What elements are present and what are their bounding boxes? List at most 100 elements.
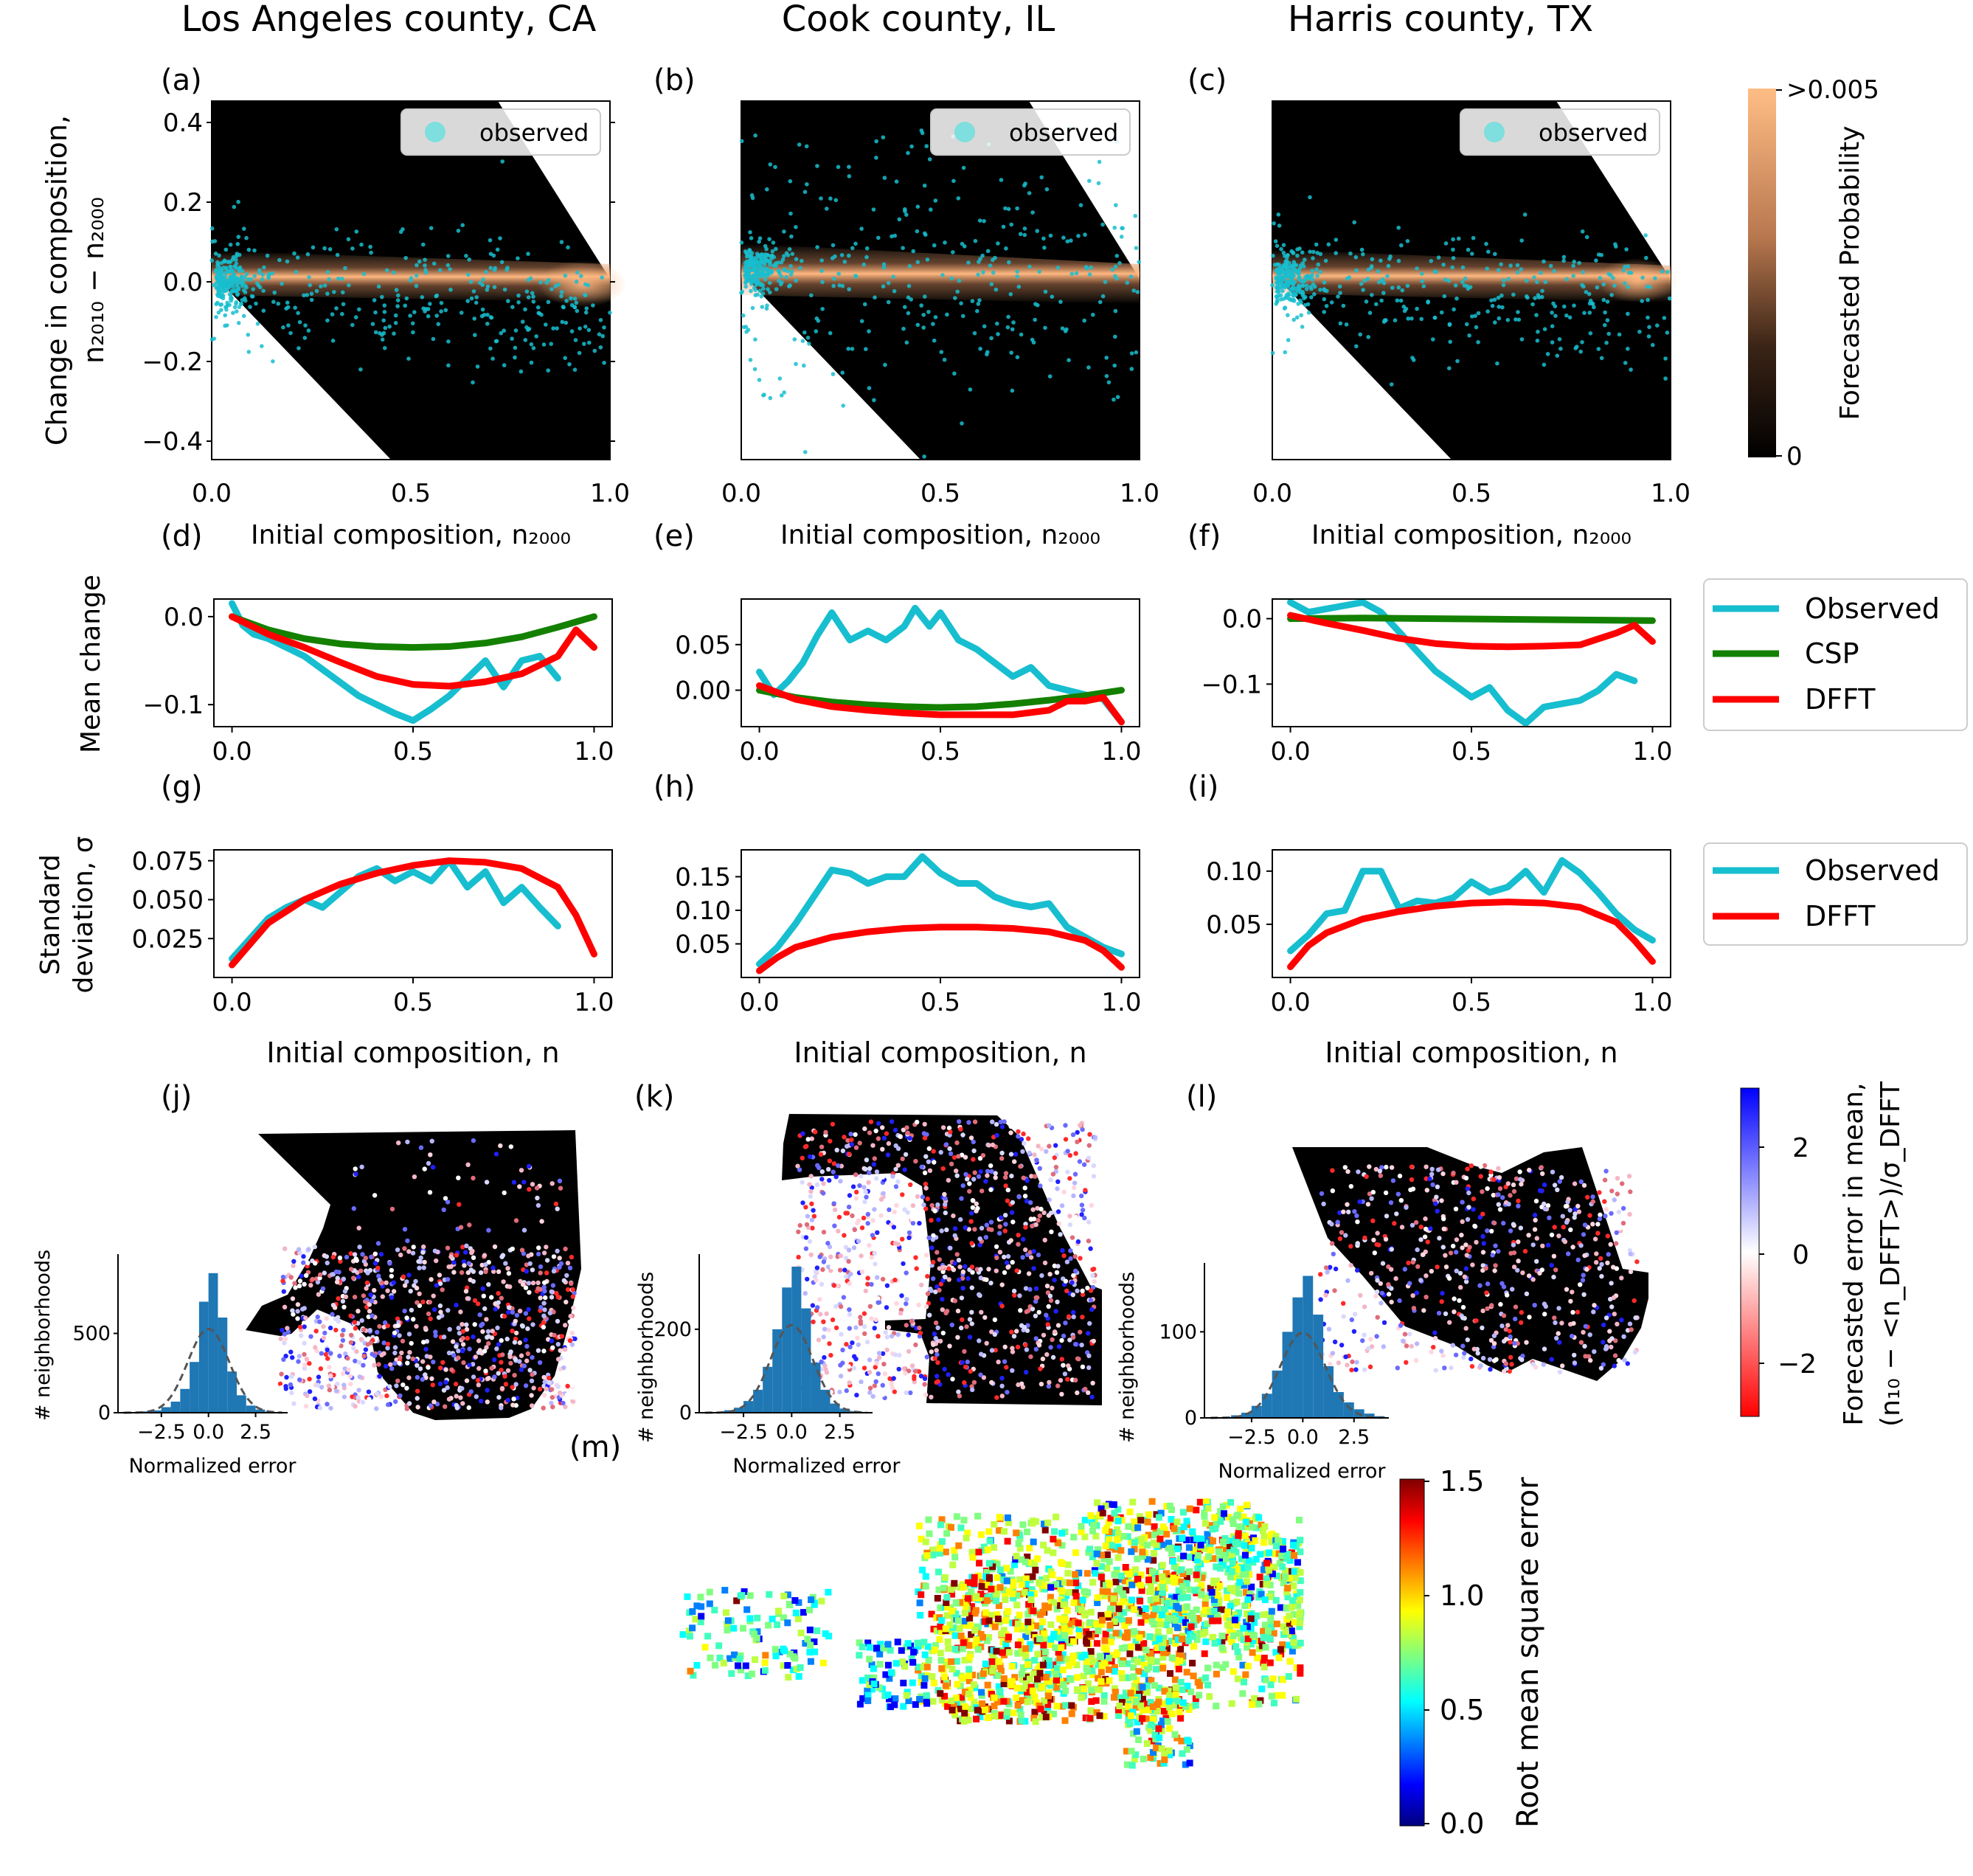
- observed-point: [434, 294, 438, 299]
- observed-point: [270, 271, 275, 276]
- observed-point: [608, 311, 612, 315]
- neighborhood-dot: [1508, 1228, 1513, 1233]
- neighborhood-dot: [518, 1278, 523, 1284]
- neighborhood-dot: [334, 1279, 340, 1285]
- neighborhood-dot: [519, 1353, 524, 1358]
- observed-point: [408, 314, 412, 318]
- observed-point: [782, 229, 786, 234]
- observed-point: [1086, 365, 1091, 370]
- legend-row3-observed: Observed: [1805, 854, 1940, 887]
- neighborhood-dot: [517, 1184, 522, 1189]
- observed-point: [792, 337, 797, 342]
- neighborhood-dot: [940, 1264, 946, 1270]
- observed-point: [1289, 271, 1294, 276]
- observed-point: [1348, 251, 1353, 256]
- observed-point: [1496, 295, 1501, 300]
- neighborhood-dot: [1530, 1277, 1536, 1282]
- neighborhood-dot: [567, 1319, 572, 1325]
- observed-point: [846, 347, 850, 351]
- observed-point: [1567, 315, 1572, 320]
- neighborhood-dot: [1066, 1314, 1072, 1319]
- neighborhood-dot: [1484, 1290, 1489, 1295]
- observed-point: [445, 263, 451, 268]
- neighborhood-dot: [448, 1264, 454, 1270]
- neighborhood-dot: [1400, 1338, 1406, 1344]
- observed-point: [1545, 352, 1550, 356]
- observed-point: [1291, 317, 1296, 322]
- panel-label-j: (j): [161, 1080, 192, 1114]
- neighborhood-dot: [923, 1260, 928, 1265]
- observed-point: [1381, 291, 1386, 295]
- neighborhood-dot: [558, 1186, 564, 1191]
- observed-point: [862, 302, 867, 307]
- neighborhood-dot: [1599, 1273, 1604, 1279]
- neighborhood-dot: [557, 1178, 563, 1184]
- neighborhood-dot: [864, 1194, 869, 1200]
- neighborhood-dot: [892, 1277, 898, 1283]
- observed-point: [1536, 295, 1542, 300]
- observed-point: [583, 325, 588, 329]
- neighborhood-dot: [944, 1309, 950, 1314]
- neighborhood-dot: [1075, 1139, 1080, 1145]
- neighborhood-dot: [328, 1351, 333, 1356]
- neighborhood-dot: [967, 1335, 973, 1340]
- neighborhood-dot: [808, 1188, 814, 1194]
- neighborhood-dot: [875, 1121, 881, 1126]
- observed-point: [572, 297, 578, 301]
- neighborhood-dot: [931, 1259, 936, 1265]
- neighborhood-dot: [315, 1382, 321, 1388]
- neighborhood-dot: [830, 1121, 836, 1127]
- observed-point: [1629, 367, 1633, 372]
- neighborhood-dot: [1409, 1343, 1414, 1349]
- neighborhood-dot: [338, 1259, 343, 1264]
- observed-point: [767, 280, 772, 285]
- neighborhood-dot: [900, 1192, 905, 1197]
- neighborhood-dot: [802, 1291, 808, 1296]
- observed-point: [252, 274, 257, 279]
- observed-point: [757, 239, 761, 244]
- us-map-cell: [1087, 1608, 1095, 1616]
- neighborhood-dot: [932, 1208, 937, 1214]
- neighborhood-dot: [854, 1189, 859, 1195]
- neighborhood-dot: [449, 1367, 454, 1372]
- neighborhood-dot: [1541, 1362, 1546, 1367]
- neighborhood-dot: [1010, 1219, 1016, 1225]
- observed-point: [831, 243, 836, 248]
- ytick-label-g: 0.075: [132, 847, 204, 876]
- neighborhood-dot: [946, 1372, 951, 1377]
- neighborhood-dot: [1002, 1119, 1007, 1124]
- observed-point: [1287, 260, 1291, 266]
- observed-point: [1640, 275, 1645, 280]
- neighborhood-dot: [1474, 1318, 1479, 1323]
- neighborhood-dot: [1390, 1178, 1396, 1183]
- neighborhood-dot: [1355, 1219, 1360, 1225]
- observed-point: [1288, 287, 1293, 292]
- observed-point: [1665, 269, 1670, 274]
- neighborhood-dot: [1022, 1325, 1027, 1330]
- observed-point: [1464, 322, 1469, 327]
- observed-point: [266, 276, 271, 280]
- observed-point: [1334, 251, 1338, 255]
- us-map-cell: [1296, 1517, 1303, 1523]
- observed-point: [535, 305, 541, 310]
- observed-point: [244, 271, 249, 277]
- neighborhood-dot: [454, 1253, 460, 1258]
- observed-point: [393, 321, 398, 325]
- hist-bar: [1334, 1392, 1344, 1418]
- colorbar-bottom-label: 0: [1786, 442, 1803, 471]
- neighborhood-dot: [564, 1299, 569, 1305]
- neighborhood-dot: [541, 1320, 547, 1326]
- neighborhood-dot: [1069, 1280, 1075, 1285]
- neighborhood-dot: [873, 1261, 878, 1267]
- neighborhood-dot: [1496, 1166, 1501, 1171]
- observed-point: [1626, 264, 1631, 269]
- neighborhood-dot: [1602, 1199, 1607, 1204]
- observed-point: [1450, 265, 1454, 270]
- neighborhood-dot: [836, 1163, 841, 1169]
- neighborhood-dot: [1432, 1330, 1438, 1335]
- neighborhood-dot: [833, 1325, 839, 1331]
- neighborhood-dot: [405, 1139, 410, 1145]
- observed-point: [309, 291, 314, 297]
- neighborhood-dot: [919, 1282, 924, 1288]
- neighborhood-dot: [1055, 1179, 1061, 1185]
